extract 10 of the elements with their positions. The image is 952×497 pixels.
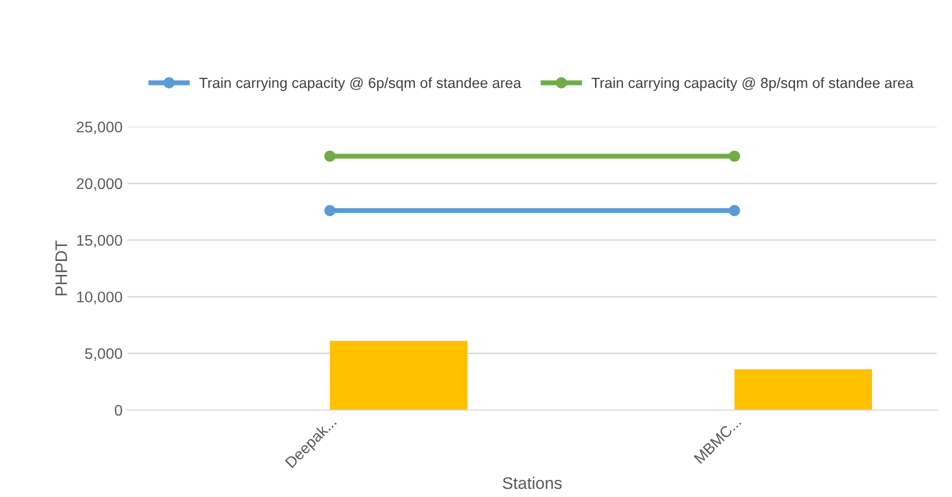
y-tick-label: 25,000	[76, 122, 122, 134]
legend-label: Train carrying capacity @ 6p/sqm of standee area	[199, 77, 522, 91]
y-axis-title: PHPDT	[56, 240, 67, 296]
y-tick-label: 20,000	[76, 178, 122, 191]
y-tick-label: 15,000	[77, 234, 122, 248]
x-axis-title: Stations	[502, 476, 562, 489]
y-tick-label: 10,000	[77, 292, 122, 304]
legend-label: Train carrying capacity @ 8p/sqm of standee area	[592, 77, 914, 91]
y-tick-label: 5,000	[85, 348, 122, 361]
y-tick-label: 0	[114, 404, 122, 416]
